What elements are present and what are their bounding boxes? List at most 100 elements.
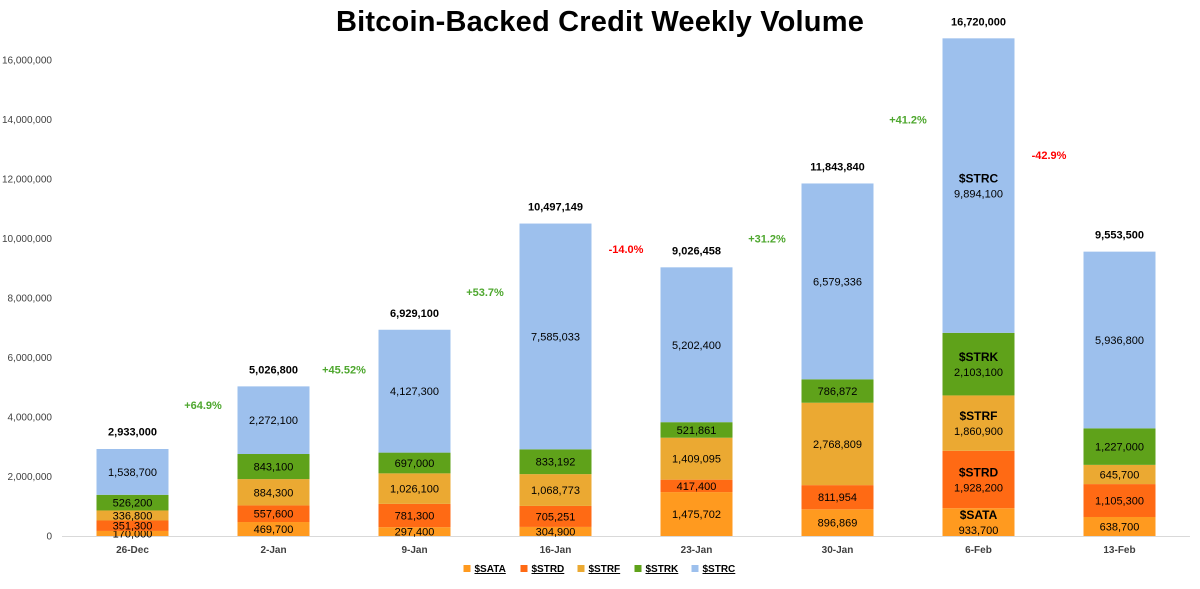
segment-value-label: 4,127,300 [390, 386, 439, 398]
segment-value-label: 336,800 [113, 510, 153, 522]
segment-value-label: 1,068,773 [531, 485, 580, 497]
total-labels: 2,933,000 5,026,800 6,929,100 10,497,149 9,0… [108, 16, 1144, 438]
x-tick-label: 23-Jan [681, 545, 713, 556]
total-value-label: 2,933,000 [108, 427, 157, 439]
segment-value-label: 2,103,100 [954, 367, 1003, 379]
bar-segment-strk [378, 452, 451, 474]
segment-value-label: 304,900 [536, 526, 576, 538]
legend-label: $STRK [646, 564, 680, 575]
segment-value-label: 1,026,100 [390, 484, 439, 496]
x-tick-label: 26-Dec [116, 545, 149, 556]
legend-item-strc[interactable]: $STRC [691, 564, 736, 575]
bar-segment-strk [237, 454, 310, 480]
segment-value-label: 697,000 [395, 458, 435, 470]
bar-segment-strc [660, 267, 733, 423]
bar-segment-strk [519, 449, 592, 475]
segment-value-label: 896,869 [818, 518, 858, 530]
segment-value-label: 1,227,000 [1095, 442, 1144, 454]
segment-value-label: 833,192 [536, 457, 576, 469]
change-labels: +64.9% +45.52% +53.7% -14.0% +31.2% +41.2% -42… [184, 114, 1066, 412]
bar-segment-sata [519, 526, 592, 536]
segment-value-label: 1,928,200 [954, 483, 1003, 495]
segment-value-label: 645,700 [1100, 469, 1140, 481]
legend-label: $SATA [475, 564, 506, 575]
change-percent-label: +64.9% [184, 400, 222, 412]
bar-segment-sata [1083, 516, 1156, 536]
bar-segment-strf [96, 510, 169, 521]
x-tick-label: 6-Feb [965, 545, 992, 556]
segment-value-label: 297,400 [395, 527, 435, 539]
bar-segment-strk [660, 422, 733, 438]
legend-swatch [463, 565, 471, 572]
segment-series-label: $STRD [959, 466, 999, 480]
bar-segment-strc [519, 223, 592, 450]
total-value-label: 10,497,149 [528, 202, 583, 214]
bar-segment-sata [942, 508, 1015, 536]
bar-segment-strk [801, 379, 874, 403]
chart-title: Bitcoin-Backed Credit Weekly Volume [335, 6, 865, 38]
segment-value-label: 705,251 [536, 511, 576, 523]
x-tick-label: 30-Jan [822, 545, 854, 556]
bar-segment-strf [1083, 464, 1156, 485]
segment-value-label: 811,954 [818, 492, 857, 504]
legend-swatch [691, 565, 699, 572]
y-axis: 0 2,000,000 4,000,000 6,000,000 8,000,000 10,… [2, 55, 53, 542]
bar-segment-strd [378, 503, 451, 528]
change-percent-label: +45.52% [322, 364, 366, 376]
bar-segment-strc [801, 183, 874, 380]
legend-item-strd[interactable]: $STRD [520, 564, 565, 575]
legend-swatch [520, 565, 528, 572]
legend-label: $STRF [589, 564, 621, 575]
segment-value-label: 1,475,702 [672, 509, 721, 521]
x-tick-label: 16-Jan [540, 545, 572, 556]
segment-value-label: 781,300 [395, 511, 435, 523]
segment-value-label: 5,202,400 [672, 340, 721, 352]
bar-segment-strd [801, 485, 874, 510]
segment-value-label: 638,700 [1100, 521, 1140, 533]
total-value-label: 11,843,840 [810, 161, 864, 173]
legend-item-sata[interactable]: $SATA [463, 564, 506, 575]
segment-value-label: 170,000 [113, 528, 153, 540]
y-tick-label: 14,000,000 [2, 115, 52, 126]
y-tick-label: 6,000,000 [8, 353, 53, 364]
segment-value-label: 884,300 [254, 487, 294, 499]
change-percent-label: -14.0% [609, 244, 644, 256]
y-tick-label: 10,000,000 [2, 234, 52, 245]
bar-stack-13-feb: 638,700 1,105,300 645,700 1,227,000 5,936,80… [1083, 251, 1156, 536]
bar-segment-strd [96, 520, 169, 531]
bar-segment-strc [1083, 251, 1156, 429]
segment-value-label: 417,400 [677, 481, 717, 493]
bar-segment-strc [942, 38, 1015, 333]
x-tick-label: 2-Jan [260, 545, 286, 556]
legend-swatch [577, 565, 585, 572]
bar-segment-strf [519, 474, 592, 506]
segment-series-label: $STRK [959, 350, 999, 364]
bar-stack-30-jan: 896,869 811,954 2,768,809 786,872 6,579,336 [801, 183, 874, 536]
y-tick-label: 2,000,000 [8, 472, 53, 483]
bar-segment-strd [519, 505, 592, 527]
total-value-label: 5,026,800 [249, 364, 298, 376]
segment-value-label: 526,200 [113, 498, 153, 510]
total-value-label: 6,929,100 [390, 308, 439, 320]
segment-value-label: 6,579,336 [813, 276, 862, 288]
segment-value-label: 469,700 [254, 524, 294, 536]
y-tick-label: 12,000,000 [2, 174, 52, 185]
total-value-label: 9,026,458 [672, 245, 721, 257]
segment-value-label: 351,300 [113, 521, 153, 533]
bar-stack-23-jan: 1,475,702 417,400 1,409,095 521,861 5,202,40… [660, 267, 733, 536]
bar-segment-strd [660, 479, 733, 493]
bar-segment-strf [237, 479, 310, 506]
segment-value-label: 933,700 [959, 525, 999, 537]
segment-value-label: 1,538,700 [108, 467, 157, 479]
legend-item-strf[interactable]: $STRF [577, 564, 621, 575]
bar-segment-strd [237, 505, 310, 523]
legend-swatch [634, 565, 642, 572]
segment-value-label: 2,272,100 [249, 415, 298, 427]
legend-item-strk[interactable]: $STRK [634, 564, 680, 575]
segment-value-label: 9,894,100 [954, 189, 1003, 201]
bar-segment-strc [96, 448, 169, 495]
